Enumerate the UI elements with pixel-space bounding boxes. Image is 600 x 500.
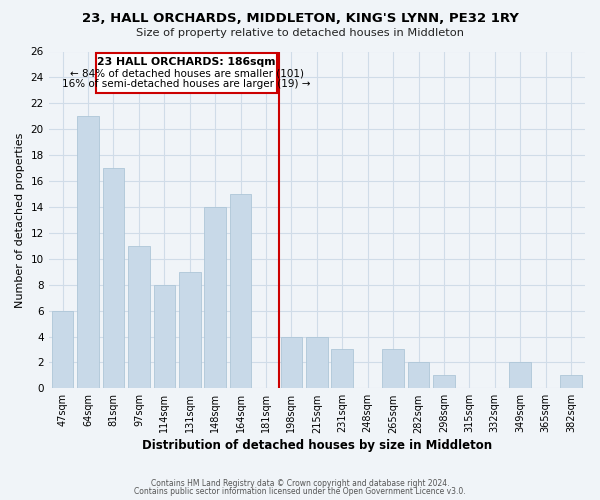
Bar bbox=[331, 350, 353, 389]
Text: 23 HALL ORCHARDS: 186sqm: 23 HALL ORCHARDS: 186sqm bbox=[97, 58, 276, 68]
Bar bbox=[306, 336, 328, 388]
Bar bbox=[179, 272, 200, 388]
Bar bbox=[154, 284, 175, 389]
Text: 23, HALL ORCHARDS, MIDDLETON, KING'S LYNN, PE32 1RY: 23, HALL ORCHARDS, MIDDLETON, KING'S LYN… bbox=[82, 12, 518, 26]
Bar bbox=[560, 376, 582, 388]
Bar bbox=[281, 336, 302, 388]
FancyBboxPatch shape bbox=[95, 53, 277, 93]
Bar bbox=[230, 194, 251, 388]
Bar bbox=[382, 350, 404, 389]
Bar bbox=[509, 362, 531, 388]
Bar bbox=[52, 310, 73, 388]
Bar bbox=[408, 362, 430, 388]
Bar bbox=[433, 376, 455, 388]
Bar bbox=[77, 116, 99, 388]
Text: Size of property relative to detached houses in Middleton: Size of property relative to detached ho… bbox=[136, 28, 464, 38]
Bar bbox=[205, 207, 226, 388]
Bar bbox=[103, 168, 124, 388]
Text: Contains public sector information licensed under the Open Government Licence v3: Contains public sector information licen… bbox=[134, 487, 466, 496]
Text: ← 84% of detached houses are smaller (101): ← 84% of detached houses are smaller (10… bbox=[70, 68, 304, 78]
Text: 16% of semi-detached houses are larger (19) →: 16% of semi-detached houses are larger (… bbox=[62, 80, 311, 90]
Text: Contains HM Land Registry data © Crown copyright and database right 2024.: Contains HM Land Registry data © Crown c… bbox=[151, 478, 449, 488]
Y-axis label: Number of detached properties: Number of detached properties bbox=[15, 132, 25, 308]
X-axis label: Distribution of detached houses by size in Middleton: Distribution of detached houses by size … bbox=[142, 440, 492, 452]
Bar bbox=[128, 246, 150, 388]
